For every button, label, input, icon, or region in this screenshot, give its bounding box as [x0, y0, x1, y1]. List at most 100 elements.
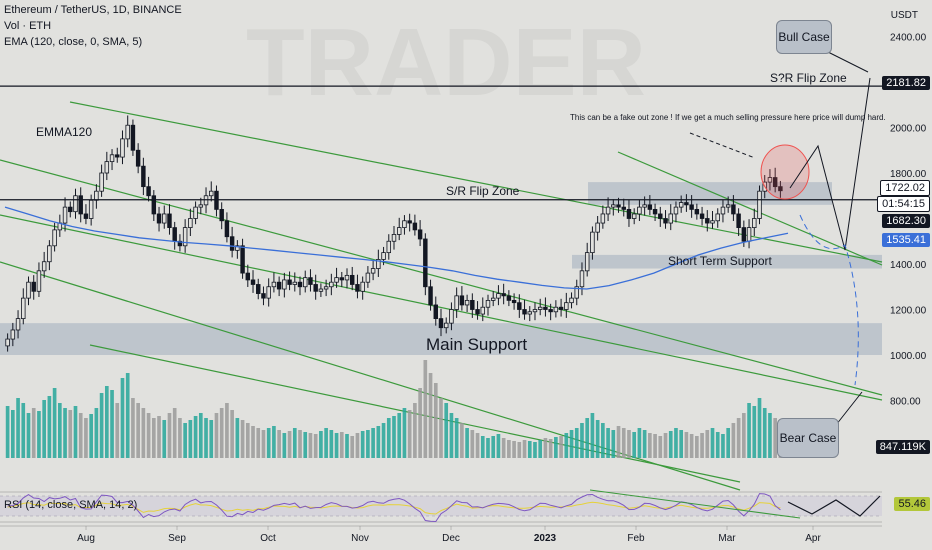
candle — [741, 227, 747, 242]
volume-bar — [193, 416, 198, 458]
volume-bar — [507, 440, 511, 458]
volume-bar — [632, 432, 637, 458]
volume-bar — [684, 432, 689, 458]
emma-label: EMMA120 — [36, 125, 93, 139]
volume-bar — [601, 423, 605, 458]
volume-bar — [94, 408, 99, 458]
volume-bar — [433, 383, 438, 458]
candle — [391, 234, 397, 242]
candle — [470, 299, 475, 310]
candle — [146, 186, 151, 197]
candle — [292, 281, 298, 285]
candle — [689, 204, 694, 210]
x-tick-label: Mar — [718, 533, 736, 544]
volume-bar — [721, 434, 725, 458]
candle — [543, 306, 548, 310]
candle — [172, 227, 177, 242]
channel-line-6 — [617, 151, 883, 266]
candle — [778, 186, 783, 192]
volume-bar — [37, 411, 41, 458]
candle — [652, 208, 658, 215]
volume-bar — [480, 436, 485, 458]
candle — [631, 213, 637, 219]
candle — [459, 295, 465, 306]
candle — [396, 227, 402, 235]
candle — [579, 270, 585, 288]
candle — [590, 231, 595, 254]
channel-line-3 — [0, 214, 883, 401]
volume-bar — [559, 436, 563, 458]
rsi-band — [0, 496, 882, 516]
volume-bar — [418, 388, 422, 458]
candle — [41, 261, 47, 272]
volume-bar — [726, 428, 731, 458]
ema-legend[interactable]: EMA (120, close, 0, SMA, 5) — [4, 36, 143, 48]
candle — [250, 279, 256, 285]
candle — [36, 270, 42, 292]
volume-bar — [146, 413, 151, 458]
candle — [198, 204, 204, 208]
candle — [417, 229, 423, 240]
candle — [104, 161, 110, 174]
candle — [73, 195, 78, 213]
candle — [558, 306, 564, 310]
candle — [710, 220, 715, 224]
volume-bar — [292, 428, 297, 458]
channel-line-4 — [0, 261, 741, 491]
candle — [350, 274, 355, 285]
volume-bar — [339, 432, 344, 458]
volume-bar — [225, 403, 229, 458]
currency-label: USDT — [890, 10, 918, 21]
candle — [15, 318, 21, 331]
x-tick-label: Dec — [442, 533, 460, 544]
projection-layer — [689, 51, 871, 426]
x-tick-label: Feb — [627, 533, 645, 544]
volume-bar — [574, 428, 579, 458]
volume-bar — [21, 403, 26, 458]
volume-bar — [496, 434, 501, 458]
candle — [240, 245, 245, 274]
candle — [334, 277, 339, 283]
candle — [26, 281, 31, 299]
volume-bar — [658, 436, 663, 458]
candle — [595, 222, 600, 233]
candle — [663, 218, 668, 224]
rsi-legend[interactable]: RSI (14, close, SMA, 14, 2) — [4, 499, 138, 511]
volume-bar — [543, 438, 548, 458]
candle — [282, 279, 287, 290]
volume-bar — [313, 434, 318, 458]
candle — [475, 309, 480, 315]
candle — [402, 220, 407, 228]
volume-bar — [538, 440, 543, 458]
volume-bar — [16, 398, 20, 458]
sr-flip-top-label: S?R Flip Zone — [770, 71, 847, 85]
volume-bar — [501, 438, 506, 458]
volume-bar — [204, 418, 208, 458]
volume-bar — [31, 408, 36, 458]
candle — [31, 281, 36, 292]
volume-bar — [637, 428, 642, 458]
y-tick-label: 1800.00 — [890, 169, 927, 180]
candle — [360, 281, 365, 292]
candle — [339, 277, 345, 281]
volume-bar — [381, 423, 386, 458]
volume-bar — [439, 398, 443, 458]
symbol-legend[interactable]: Ethereum / TetherUS, 1D, BINANCE — [4, 4, 182, 16]
volume-bar — [115, 403, 120, 458]
volume-legend[interactable]: Vol · ETH — [4, 20, 52, 32]
candle — [731, 204, 736, 215]
candle — [684, 202, 689, 206]
volume-bar — [151, 418, 156, 458]
candle — [177, 240, 183, 247]
volume-bar — [42, 400, 46, 458]
volume-bar — [668, 431, 673, 458]
fakeout-circle — [760, 144, 810, 200]
candle — [694, 208, 700, 215]
volume-bar — [277, 430, 281, 458]
volume-bar — [89, 414, 93, 458]
candle — [496, 293, 501, 299]
candle — [438, 318, 444, 329]
candle — [167, 213, 172, 228]
candle — [370, 268, 376, 274]
